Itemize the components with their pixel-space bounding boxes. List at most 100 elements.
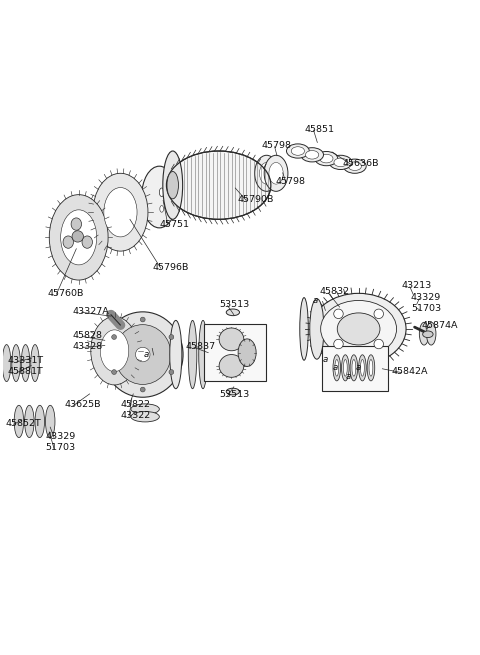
Ellipse shape — [311, 293, 406, 364]
Text: 45851: 45851 — [304, 124, 334, 134]
Text: 43625B: 43625B — [64, 400, 101, 409]
Ellipse shape — [93, 174, 148, 251]
Ellipse shape — [360, 360, 364, 376]
Text: 45837: 45837 — [185, 342, 216, 351]
Text: a: a — [144, 350, 149, 358]
Ellipse shape — [160, 206, 164, 212]
Ellipse shape — [260, 162, 274, 184]
Ellipse shape — [369, 360, 373, 376]
Ellipse shape — [423, 331, 433, 337]
Text: 45796B: 45796B — [152, 263, 189, 272]
Text: 43327A: 43327A — [73, 307, 110, 316]
Bar — [322, 346, 387, 391]
Text: 53513: 53513 — [219, 390, 250, 400]
Ellipse shape — [343, 159, 366, 174]
Ellipse shape — [238, 339, 256, 366]
Text: a: a — [346, 372, 351, 381]
Ellipse shape — [188, 320, 197, 388]
Ellipse shape — [264, 155, 288, 191]
Ellipse shape — [60, 210, 96, 265]
Ellipse shape — [226, 388, 240, 395]
Ellipse shape — [2, 345, 11, 382]
Circle shape — [374, 339, 384, 348]
Circle shape — [334, 339, 343, 348]
Text: 45822: 45822 — [120, 400, 150, 409]
Text: 45636B: 45636B — [342, 159, 379, 168]
Ellipse shape — [167, 151, 271, 219]
Text: 43322: 43322 — [120, 411, 151, 421]
Text: 45852T: 45852T — [5, 419, 41, 428]
Ellipse shape — [329, 155, 352, 170]
Ellipse shape — [102, 312, 183, 397]
Text: 45790B: 45790B — [238, 195, 274, 204]
Circle shape — [72, 231, 84, 242]
Ellipse shape — [352, 360, 356, 376]
Ellipse shape — [343, 360, 347, 376]
Text: 45881T: 45881T — [8, 367, 43, 376]
Ellipse shape — [334, 158, 347, 166]
Ellipse shape — [104, 187, 137, 237]
Ellipse shape — [199, 320, 207, 388]
Ellipse shape — [100, 330, 129, 371]
Ellipse shape — [333, 355, 341, 381]
Ellipse shape — [226, 309, 240, 316]
Text: 45798: 45798 — [276, 177, 306, 186]
Text: 45798: 45798 — [261, 141, 291, 150]
Ellipse shape — [159, 188, 164, 196]
Ellipse shape — [142, 166, 177, 228]
Ellipse shape — [31, 345, 39, 382]
Ellipse shape — [255, 155, 278, 191]
Circle shape — [140, 317, 145, 322]
Circle shape — [169, 335, 174, 339]
Text: a: a — [312, 296, 318, 305]
Text: 43329: 43329 — [411, 293, 441, 302]
Ellipse shape — [131, 411, 159, 422]
Text: 45828: 45828 — [73, 331, 103, 340]
Text: 45760B: 45760B — [48, 289, 84, 298]
Ellipse shape — [115, 325, 171, 384]
Ellipse shape — [14, 405, 24, 438]
Text: 43331T: 43331T — [8, 356, 44, 365]
Text: 51703: 51703 — [411, 304, 441, 313]
Text: a: a — [323, 355, 328, 364]
Ellipse shape — [426, 322, 436, 345]
Ellipse shape — [321, 301, 396, 358]
Ellipse shape — [21, 345, 30, 382]
Ellipse shape — [63, 236, 73, 248]
Ellipse shape — [348, 162, 361, 170]
Ellipse shape — [287, 144, 309, 158]
Ellipse shape — [320, 155, 333, 163]
Ellipse shape — [300, 297, 308, 360]
Ellipse shape — [335, 360, 339, 376]
Ellipse shape — [359, 355, 366, 381]
Text: 45751: 45751 — [159, 219, 189, 229]
Ellipse shape — [420, 322, 429, 345]
Text: 53513: 53513 — [219, 300, 250, 309]
Text: 43328: 43328 — [73, 342, 103, 351]
Circle shape — [112, 369, 117, 375]
Bar — [204, 324, 266, 381]
Ellipse shape — [12, 345, 20, 382]
Ellipse shape — [337, 313, 380, 345]
Ellipse shape — [167, 172, 179, 199]
Ellipse shape — [310, 299, 324, 359]
Ellipse shape — [269, 162, 283, 184]
Ellipse shape — [46, 405, 55, 438]
Text: 45832: 45832 — [320, 288, 350, 297]
Ellipse shape — [82, 236, 93, 248]
Text: a: a — [356, 364, 361, 372]
Circle shape — [140, 387, 145, 392]
Text: a: a — [332, 364, 337, 372]
Text: 51703: 51703 — [46, 443, 76, 452]
Ellipse shape — [131, 404, 159, 415]
Ellipse shape — [350, 355, 358, 381]
Ellipse shape — [367, 355, 375, 381]
Ellipse shape — [219, 328, 244, 350]
Circle shape — [374, 309, 384, 318]
Ellipse shape — [291, 147, 304, 155]
Ellipse shape — [305, 151, 319, 159]
Ellipse shape — [24, 405, 34, 438]
Ellipse shape — [315, 151, 338, 166]
Ellipse shape — [91, 316, 138, 385]
Ellipse shape — [163, 151, 182, 219]
